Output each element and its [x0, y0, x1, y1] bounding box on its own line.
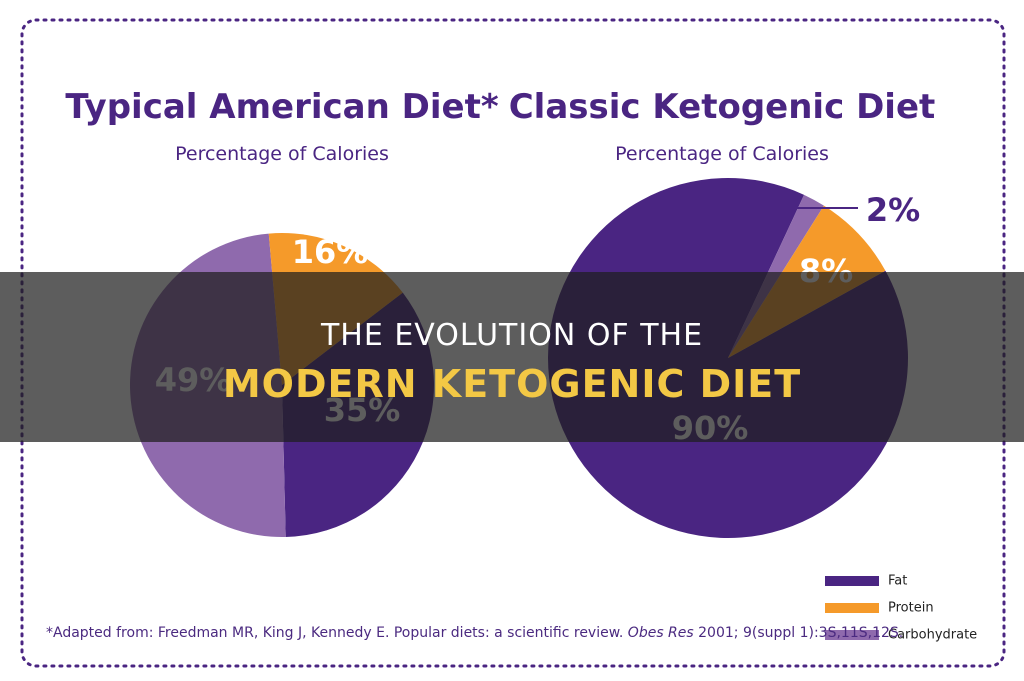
banner-line: THE EVOLUTION OF THE	[320, 318, 704, 353]
data-label: 16%	[292, 233, 369, 271]
chart-subtitle: Percentage of Calories	[615, 143, 829, 165]
legend-swatch	[825, 576, 879, 586]
legend-swatch	[825, 603, 879, 613]
footnote: *Adapted from: Freedman MR, King J, Kenn…	[46, 625, 903, 641]
footnote-text: 2001; 9(suppl 1):3S,11S,12S.	[693, 625, 904, 641]
banner	[0, 272, 1024, 442]
chart-subtitle: Percentage of Calories	[175, 143, 389, 165]
legend-label: Protein	[888, 601, 934, 616]
data-label: 2%	[866, 191, 920, 229]
legend-label: Fat	[888, 574, 907, 589]
footnote-text: *Adapted from: Freedman MR, King J, Kenn…	[46, 625, 628, 641]
legend-label: Carbohydrate	[888, 628, 977, 643]
chart-title: Typical American Diet*	[65, 87, 498, 127]
legend-swatch	[825, 630, 879, 640]
chart-title: Classic Ketogenic Diet	[509, 87, 936, 127]
footnote-journal: Obes Res	[627, 625, 694, 641]
banner-line: MODERN KETOGENIC DIET	[222, 362, 802, 406]
